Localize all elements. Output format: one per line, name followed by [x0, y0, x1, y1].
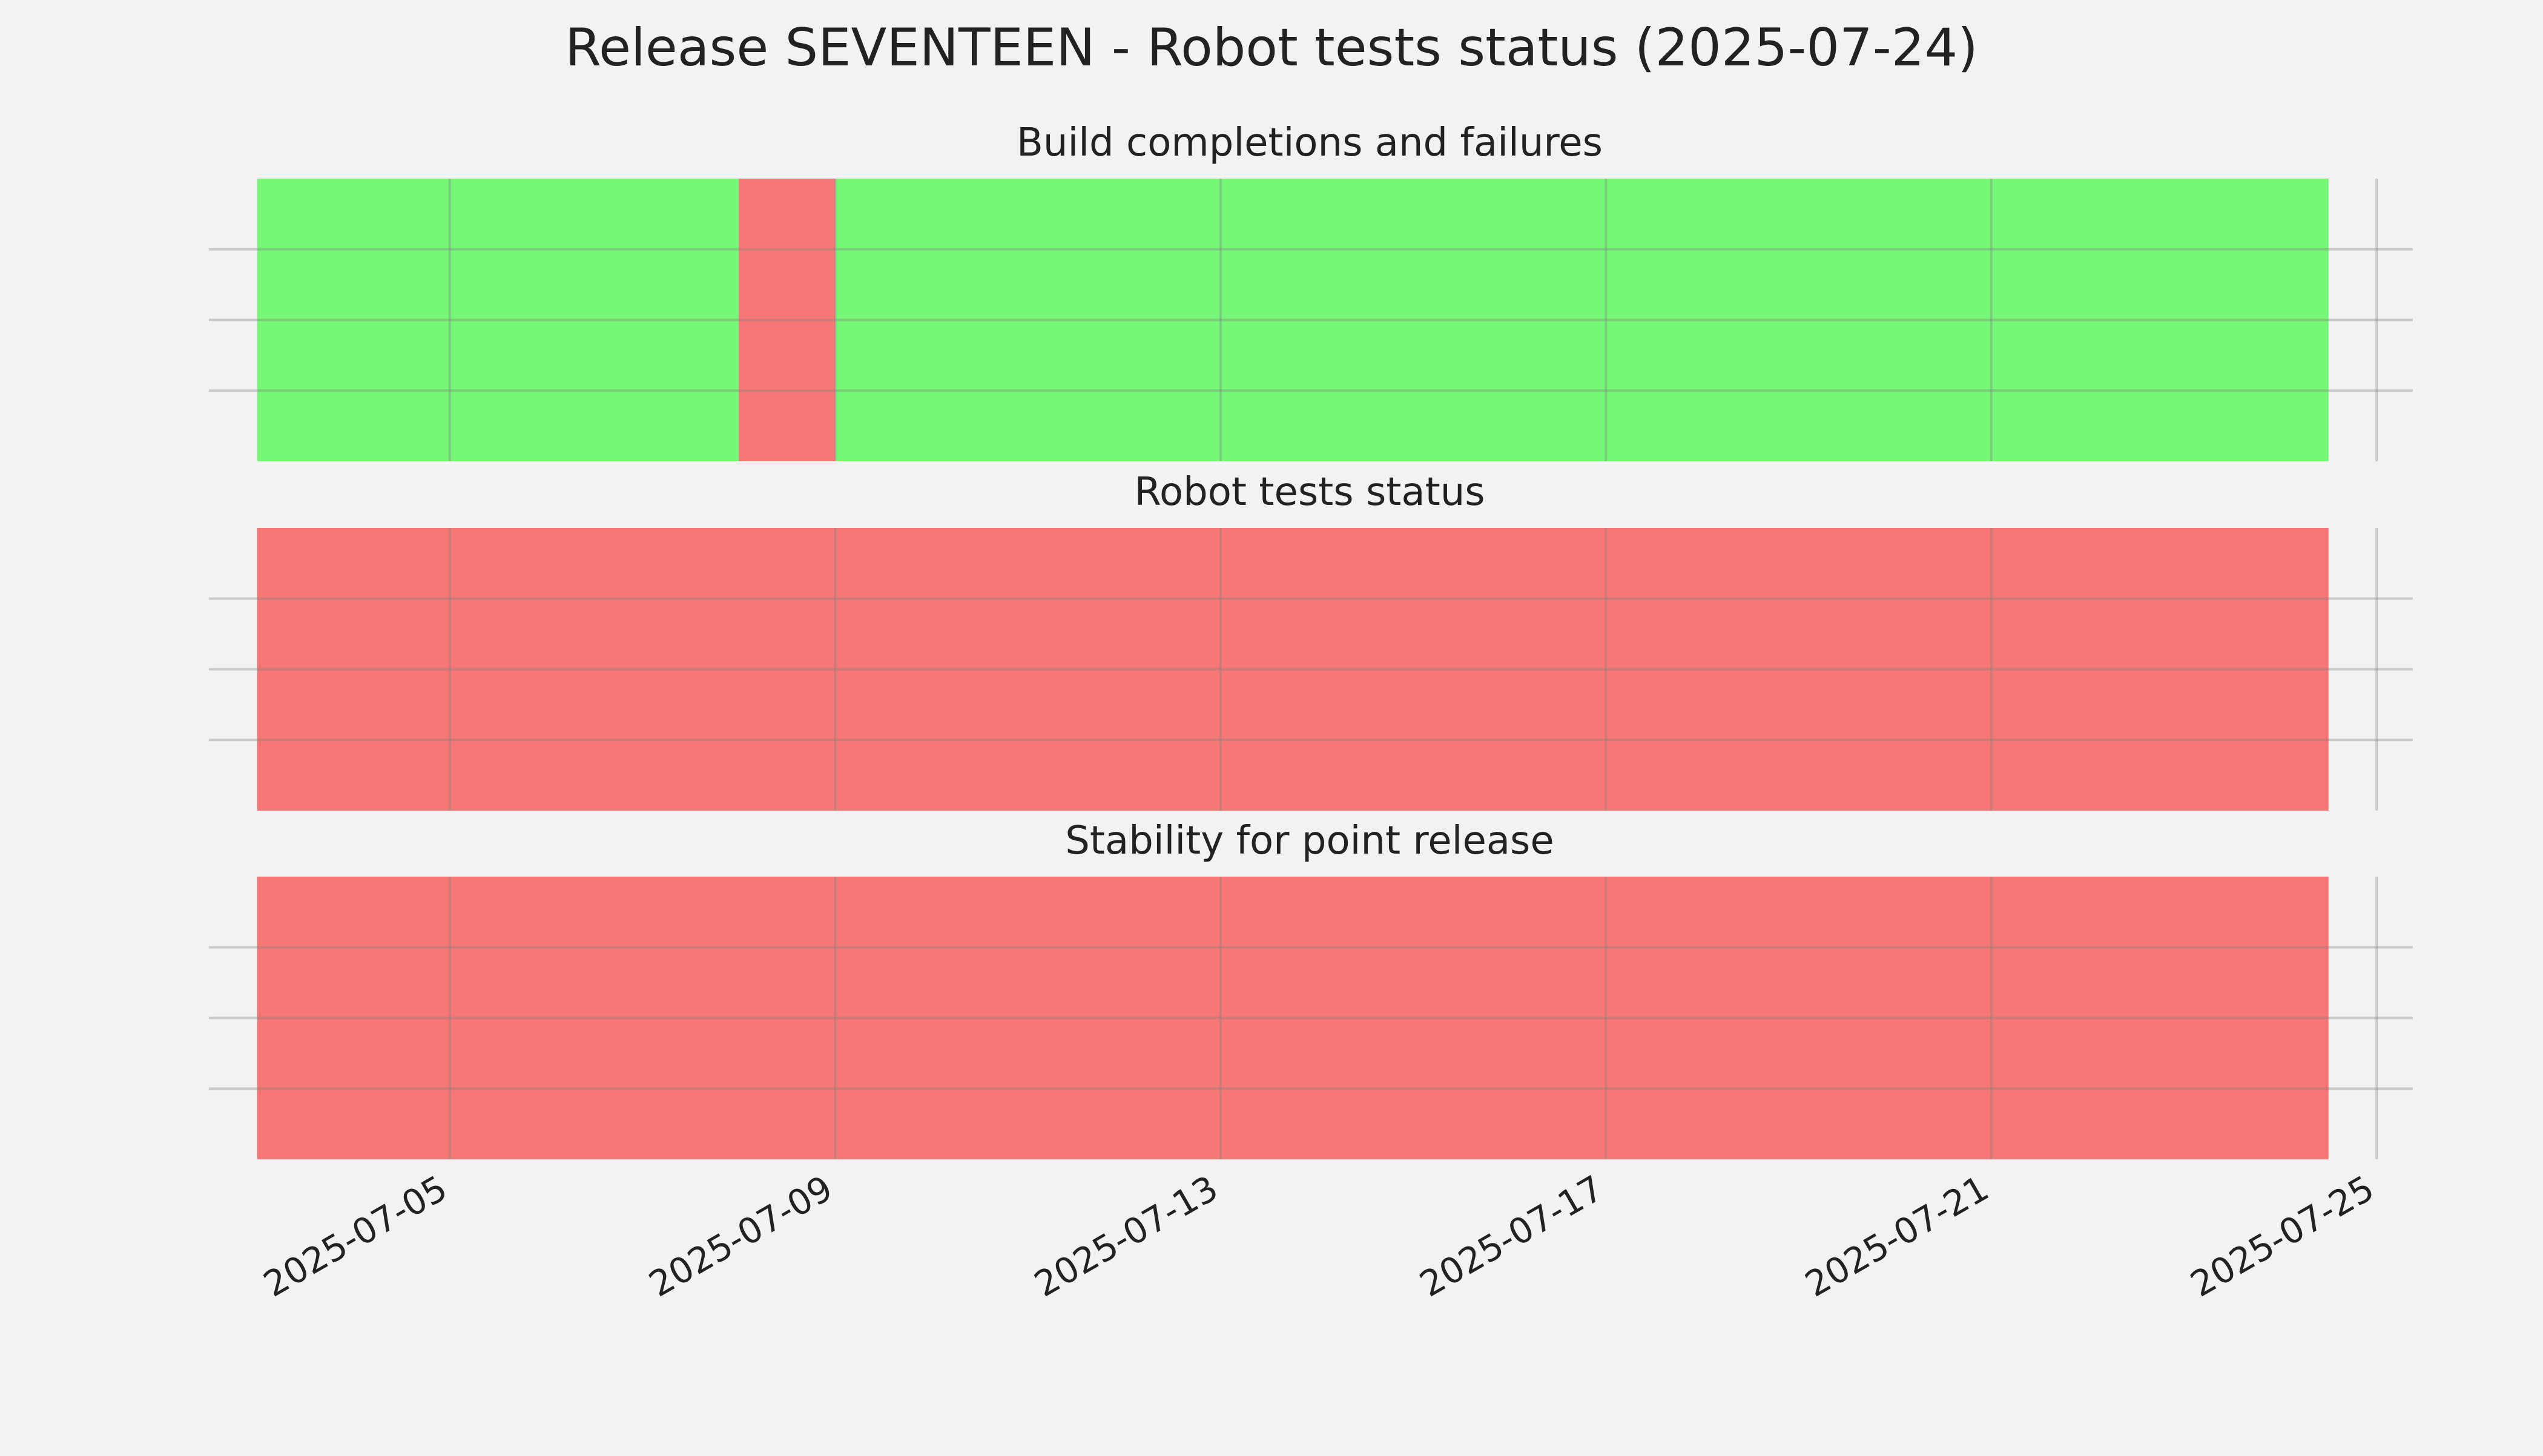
status-segment-pass [835, 179, 2329, 461]
status-segment-fail [257, 877, 2329, 1159]
x-tick-label: 2025-07-17 [1413, 1167, 1610, 1305]
status-segment-pass [257, 179, 739, 461]
panel-2: Robot tests status [209, 470, 2413, 811]
x-tick-label: 2025-07-13 [1027, 1167, 1225, 1305]
panels-layer: Build completions and failures Robot test… [209, 120, 2413, 1159]
panel-title: Stability for point release [1065, 819, 1554, 863]
x-tick-label: 2025-07-21 [1798, 1167, 1996, 1305]
x-tick-label: 2025-07-09 [642, 1167, 839, 1305]
x-tick-label: 2025-07-25 [2183, 1167, 2381, 1305]
status-segment-fail [257, 528, 2329, 811]
panel-title: Robot tests status [1134, 470, 1485, 515]
panel-title: Build completions and failures [1017, 120, 1603, 165]
x-axis: 2025-07-05 2025-07-09 2025-07-13 2025-07-17… [257, 1167, 2381, 1305]
panel-3: Stability for point release [209, 819, 2413, 1159]
chart-title: Release SEVENTEEN - Robot tests status (… [565, 18, 1978, 78]
x-tick-label: 2025-07-05 [257, 1167, 454, 1305]
status-segment-fail [739, 179, 836, 461]
panel-1: Build completions and failures [209, 120, 2413, 461]
